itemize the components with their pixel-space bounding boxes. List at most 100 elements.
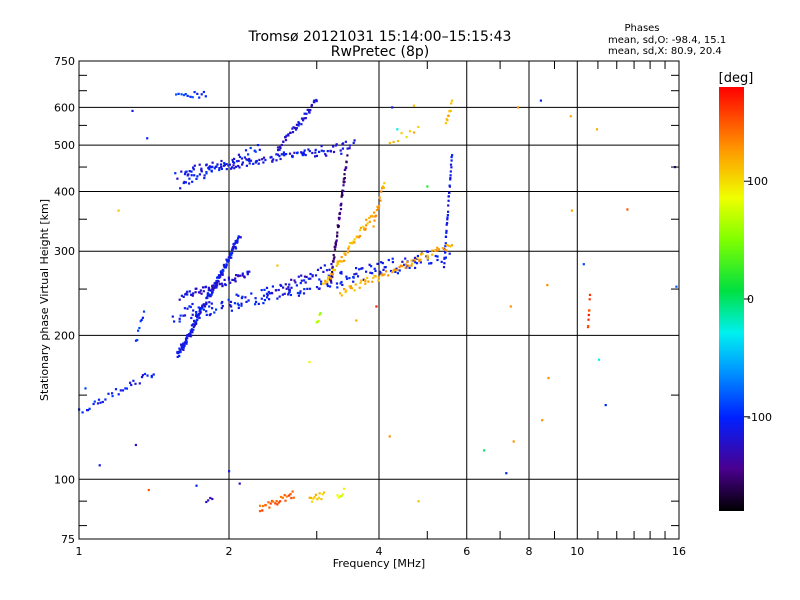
- data-point: [436, 258, 439, 262]
- data-point: [249, 159, 253, 162]
- data-point: [232, 247, 235, 250]
- data-point: [418, 259, 421, 262]
- data-point: [394, 270, 397, 273]
- data-point: [410, 264, 413, 267]
- data-point: [404, 266, 407, 269]
- data-point: [223, 163, 226, 167]
- data-point: [405, 136, 408, 139]
- data-point: [446, 218, 449, 221]
- data-point: [349, 286, 352, 289]
- data-point: [190, 170, 193, 173]
- data-point: [215, 279, 218, 283]
- data-point: [348, 147, 351, 150]
- data-point: [147, 488, 150, 492]
- data-point: [279, 500, 282, 503]
- data-point: [283, 292, 286, 295]
- data-point: [234, 245, 237, 249]
- data-point: [381, 185, 384, 188]
- data-point: [392, 140, 395, 144]
- data-point: [125, 387, 128, 390]
- data-point: [182, 94, 186, 97]
- data-point: [289, 493, 292, 496]
- data-point: [177, 92, 180, 95]
- data-point: [203, 303, 206, 307]
- data-point: [403, 263, 406, 266]
- chart-subtitle: RwPretec (8p): [331, 44, 429, 60]
- data-point: [318, 150, 321, 153]
- data-point: [220, 302, 223, 305]
- data-point: [348, 144, 351, 147]
- data-point: [381, 262, 384, 265]
- data-point: [425, 250, 429, 253]
- phase-legend-o: mean, sd,O: -98.4, 15.1: [608, 35, 726, 46]
- data-point: [299, 292, 302, 295]
- data-point: [314, 274, 318, 277]
- data-point: [337, 262, 340, 265]
- data-point: [194, 291, 197, 294]
- data-point: [284, 283, 287, 286]
- data-point: [146, 137, 149, 140]
- data-point: [288, 494, 291, 497]
- data-point: [237, 304, 240, 307]
- data-point: [140, 376, 144, 379]
- data-point: [277, 288, 280, 292]
- data-point: [320, 282, 323, 286]
- data-point: [237, 294, 240, 297]
- data-point: [353, 241, 356, 244]
- data-point: [416, 257, 419, 260]
- data-point: [141, 374, 144, 377]
- data-point: [291, 155, 294, 158]
- data-point: [250, 292, 253, 295]
- data-point: [343, 288, 346, 291]
- data-point: [320, 498, 323, 501]
- data-point: [247, 153, 250, 156]
- data-point: [280, 143, 283, 147]
- data-point: [228, 163, 231, 166]
- data-point: [289, 131, 292, 134]
- data-point: [339, 282, 342, 285]
- data-point: [104, 398, 107, 401]
- data-point: [198, 291, 201, 294]
- data-point: [216, 284, 219, 287]
- data-point: [197, 306, 200, 309]
- data-point: [248, 157, 251, 161]
- data-point: [192, 325, 195, 328]
- data-point: [262, 504, 265, 508]
- data-point: [283, 154, 286, 157]
- data-point: [373, 211, 376, 214]
- data-point: [338, 211, 342, 215]
- data-point: [195, 287, 198, 290]
- data-point: [382, 273, 385, 276]
- data-point: [342, 487, 346, 490]
- data-point: [264, 158, 267, 162]
- data-point: [338, 216, 341, 220]
- data-point: [198, 316, 201, 319]
- data-point: [444, 244, 447, 248]
- data-point: [243, 156, 246, 159]
- data-point: [140, 318, 143, 321]
- data-point: [150, 374, 153, 377]
- data-point: [267, 501, 270, 504]
- data-point: [223, 162, 226, 165]
- data-point: [269, 502, 272, 505]
- data-point: [101, 400, 104, 404]
- data-point: [214, 282, 217, 285]
- data-point: [291, 131, 295, 134]
- data-point: [340, 152, 343, 155]
- data-point: [314, 493, 317, 496]
- data-point: [240, 302, 243, 305]
- data-point: [340, 294, 343, 297]
- data-point: [294, 281, 297, 284]
- data-point: [339, 208, 343, 211]
- data-point: [210, 169, 213, 172]
- data-point: [332, 145, 335, 148]
- data-point: [318, 492, 321, 495]
- data-point: [171, 315, 174, 318]
- data-point: [177, 352, 180, 355]
- data-point: [445, 223, 448, 226]
- data-point: [190, 293, 193, 296]
- data-point: [356, 275, 360, 278]
- x-tick-label: 1: [76, 545, 83, 558]
- data-point: [444, 242, 447, 245]
- data-point: [326, 150, 329, 153]
